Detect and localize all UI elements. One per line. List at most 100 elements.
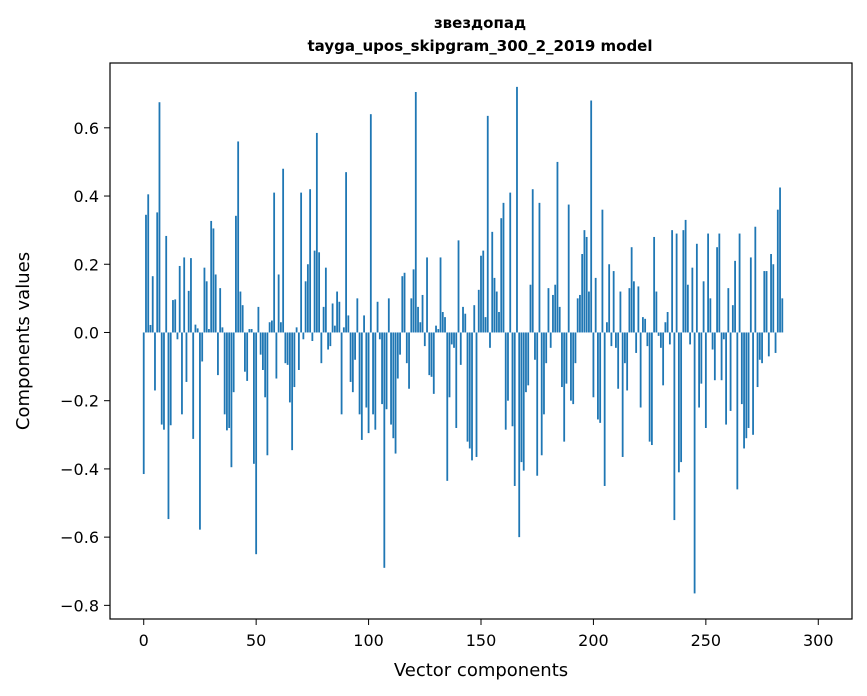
bar xyxy=(165,235,168,333)
bar xyxy=(641,317,644,333)
x-tick-label: 250 xyxy=(691,631,722,650)
bar xyxy=(756,332,759,388)
chart-title: звездопад xyxy=(434,14,526,32)
plot-area xyxy=(110,63,852,619)
bar xyxy=(662,332,665,386)
x-tick-label: 0 xyxy=(139,631,149,650)
bar xyxy=(673,332,676,521)
bar xyxy=(306,264,309,333)
bar xyxy=(727,288,730,333)
bar xyxy=(711,332,714,350)
y-tick-label: −0.8 xyxy=(60,596,99,615)
bar xyxy=(702,281,705,333)
bar xyxy=(439,257,442,333)
bar xyxy=(740,332,743,405)
bar xyxy=(659,332,662,348)
bar xyxy=(237,141,240,333)
bar xyxy=(282,168,285,333)
bar xyxy=(394,332,397,454)
bar xyxy=(365,332,368,408)
bar xyxy=(765,271,768,333)
bar xyxy=(223,332,226,415)
bar xyxy=(774,332,777,353)
bar xyxy=(324,267,327,333)
bar xyxy=(754,226,757,333)
bar xyxy=(273,192,276,333)
bar xyxy=(628,288,631,333)
bar xyxy=(657,332,660,336)
bar xyxy=(190,258,192,333)
bar xyxy=(279,322,282,333)
bar xyxy=(354,332,356,360)
bar xyxy=(761,332,763,364)
bar xyxy=(567,204,570,333)
bar xyxy=(304,281,307,333)
bar xyxy=(671,230,674,333)
bar xyxy=(635,332,638,353)
bar xyxy=(536,332,539,476)
bar xyxy=(725,332,727,425)
x-tick-label: 200 xyxy=(578,631,609,650)
bar xyxy=(585,236,588,333)
bar xyxy=(707,233,709,333)
x-tick-label: 50 xyxy=(246,631,266,650)
bar xyxy=(414,91,417,333)
bar xyxy=(356,298,359,333)
y-tick-label: −0.4 xyxy=(60,460,99,479)
bar xyxy=(511,332,514,427)
bar xyxy=(736,332,739,490)
bar xyxy=(167,332,170,520)
bar xyxy=(367,332,370,434)
bar xyxy=(686,284,689,333)
bar xyxy=(626,332,629,391)
bar xyxy=(351,332,354,393)
bar xyxy=(410,298,413,333)
bar xyxy=(592,332,595,398)
bar xyxy=(772,264,775,333)
bar xyxy=(507,332,509,401)
bar xyxy=(437,329,440,333)
bar xyxy=(151,276,154,333)
bar xyxy=(462,306,464,333)
bar xyxy=(630,247,633,333)
bar xyxy=(615,332,617,348)
bar xyxy=(205,281,208,333)
bar xyxy=(480,255,482,333)
bar xyxy=(423,332,426,347)
bar xyxy=(513,332,516,486)
bar xyxy=(309,189,312,333)
bar xyxy=(372,332,374,415)
bar xyxy=(430,332,433,377)
bar xyxy=(689,332,692,345)
bar xyxy=(408,332,410,389)
bar xyxy=(653,236,656,333)
bar xyxy=(489,332,491,348)
bar xyxy=(648,332,651,442)
bar xyxy=(286,332,289,365)
bar xyxy=(594,277,597,333)
bar xyxy=(664,322,667,333)
bar xyxy=(453,332,455,348)
y-axis: −0.8 −0.6 −0.4 −0.2 0.0 0.2 0.4 0.6 xyxy=(60,119,110,615)
bar xyxy=(399,332,401,355)
bar xyxy=(527,332,530,386)
bar xyxy=(531,189,534,333)
bar xyxy=(432,332,435,394)
bar xyxy=(329,332,332,347)
bar xyxy=(633,281,635,333)
y-tick-label: 0.0 xyxy=(74,323,99,342)
bar xyxy=(612,271,615,333)
bar xyxy=(264,332,267,398)
bar xyxy=(729,332,732,411)
bar xyxy=(257,306,260,333)
bar xyxy=(693,332,696,594)
bar xyxy=(682,230,685,333)
bar xyxy=(466,332,469,442)
bar xyxy=(502,202,505,333)
bar xyxy=(495,291,498,333)
bar xyxy=(459,332,462,365)
bar xyxy=(232,332,235,393)
bar xyxy=(327,332,329,350)
bar xyxy=(401,276,404,333)
x-axis-label: Vector components xyxy=(394,660,568,681)
